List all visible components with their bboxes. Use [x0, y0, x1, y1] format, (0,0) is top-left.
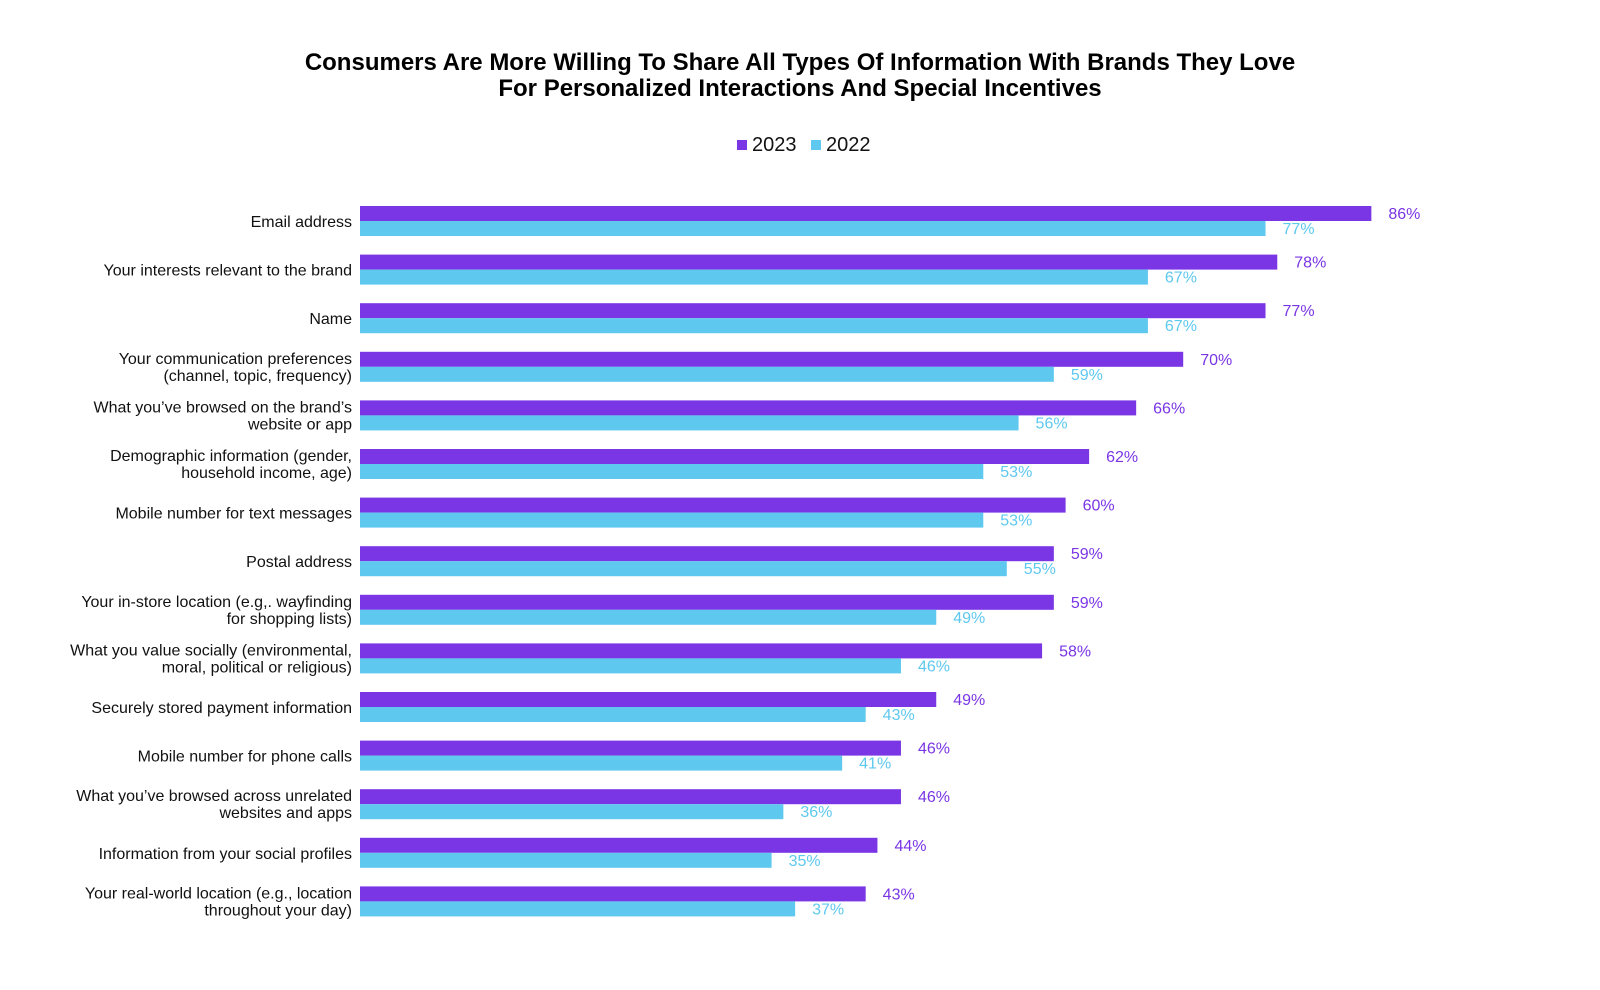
bar-2022-4	[360, 415, 1019, 431]
category-label: Your interests relevant to the brand	[104, 263, 352, 280]
value-label-2023-8: 59%	[1071, 595, 1103, 612]
bar-2023-2	[360, 303, 1266, 319]
category-label: Information from your social profiles	[99, 846, 352, 863]
bar-2023-8	[360, 594, 1054, 610]
value-label-2023-13: 44%	[894, 838, 926, 855]
value-label-2022-4: 56%	[1036, 415, 1068, 432]
value-label-2022-13: 35%	[789, 853, 821, 870]
value-label-2023-7: 59%	[1071, 546, 1103, 563]
bar-2023-7	[360, 546, 1054, 562]
value-label-2022-0: 77%	[1283, 221, 1315, 238]
value-label-2023-11: 46%	[918, 741, 950, 758]
bar-2022-9	[360, 658, 901, 674]
bar-2022-11	[360, 755, 843, 771]
value-label-2022-8: 49%	[953, 610, 985, 627]
legend: 2023 2022	[737, 134, 871, 156]
value-label-2022-6: 53%	[1000, 513, 1032, 530]
bar-2023-0	[360, 206, 1372, 221]
category-label: What you value socially (environmental, m…	[70, 642, 352, 676]
category-label: Mobile number for phone calls	[138, 749, 352, 766]
bar-2022-13	[360, 852, 772, 868]
value-label-2023-9: 58%	[1059, 643, 1091, 660]
bar-2022-0	[360, 221, 1266, 236]
category-label: What you’ve browsed on the brand’s websit…	[93, 399, 352, 433]
legend-swatch-2022	[811, 140, 821, 150]
bar-2022-5	[360, 464, 984, 479]
value-label-2022-12: 36%	[800, 804, 832, 821]
value-label-2023-5: 62%	[1106, 449, 1138, 466]
value-label-2022-2: 67%	[1165, 318, 1197, 335]
bar-2023-9	[360, 643, 1043, 659]
value-label-2023-14: 43%	[883, 886, 915, 903]
bars	[360, 206, 1372, 917]
legend-label-2022: 2022	[826, 134, 871, 156]
bar-2023-3	[360, 351, 1184, 367]
value-labels: 86%78%77%70%66%62%60%59%59%58%49%46%46%4…	[789, 206, 1421, 918]
bar-2023-11	[360, 740, 901, 756]
value-label-2022-11: 41%	[859, 756, 891, 773]
chart-title: Consumers Are More Willing To Share All …	[305, 49, 1295, 102]
bar-2023-5	[360, 449, 1090, 464]
category-label: What you’ve browsed across unrelated webs…	[76, 788, 352, 822]
bar-2023-4	[360, 400, 1137, 416]
value-label-2022-7: 55%	[1024, 561, 1056, 578]
bar-2022-7	[360, 561, 1007, 577]
bar-2023-12	[360, 789, 901, 805]
value-label-2022-9: 46%	[918, 658, 950, 675]
value-label-2022-3: 59%	[1071, 367, 1103, 384]
chart-title-line-1: Consumers Are More Willing To Share All …	[305, 49, 1295, 76]
legend-swatch-2023	[737, 140, 747, 150]
value-label-2022-5: 53%	[1000, 464, 1032, 481]
value-label-2023-10: 49%	[953, 692, 985, 709]
chart-title-line-2: For Personalized Interactions And Specia…	[498, 75, 1101, 102]
category-label: Your in-store location (e.g,. wayfinding…	[81, 594, 352, 628]
bar-2022-8	[360, 609, 937, 625]
value-label-2023-3: 70%	[1200, 352, 1232, 369]
value-label-2023-0: 86%	[1388, 206, 1420, 223]
value-label-2022-10: 43%	[883, 707, 915, 724]
bar-2023-1	[360, 254, 1278, 270]
bar-2023-13	[360, 837, 878, 853]
category-label: Name	[309, 311, 352, 328]
category-label: Securely stored payment information	[91, 700, 352, 717]
bar-2023-10	[360, 692, 937, 707]
value-label-2023-12: 46%	[918, 789, 950, 806]
category-label: Mobile number for text messages	[115, 506, 352, 523]
value-label-2023-4: 66%	[1153, 400, 1185, 417]
bar-2022-6	[360, 512, 984, 528]
bar-2022-10	[360, 707, 866, 722]
bar-2023-6	[360, 497, 1066, 513]
category-label: Email address	[251, 214, 352, 231]
value-label-2023-6: 60%	[1083, 498, 1115, 515]
legend-label-2023: 2023	[752, 134, 797, 156]
category-label: Postal address	[246, 554, 352, 571]
bar-2022-12	[360, 804, 784, 820]
category-labels: Email address Your interests relevant to …	[70, 214, 352, 919]
category-label: Demographic information (gender, househol…	[110, 448, 352, 482]
value-label-2023-2: 77%	[1283, 303, 1315, 320]
value-label-2022-14: 37%	[812, 901, 844, 918]
value-label-2022-1: 67%	[1165, 270, 1197, 287]
category-label: Your real-world location (e.g., location…	[85, 885, 352, 919]
bar-2022-2	[360, 318, 1148, 334]
bar-2022-14	[360, 901, 796, 917]
value-label-2023-1: 78%	[1294, 255, 1326, 272]
bar-2022-1	[360, 269, 1148, 285]
category-label: Your communication preferences (channel, …	[119, 351, 352, 385]
bar-2022-3	[360, 366, 1054, 382]
bar-2023-14	[360, 886, 866, 902]
